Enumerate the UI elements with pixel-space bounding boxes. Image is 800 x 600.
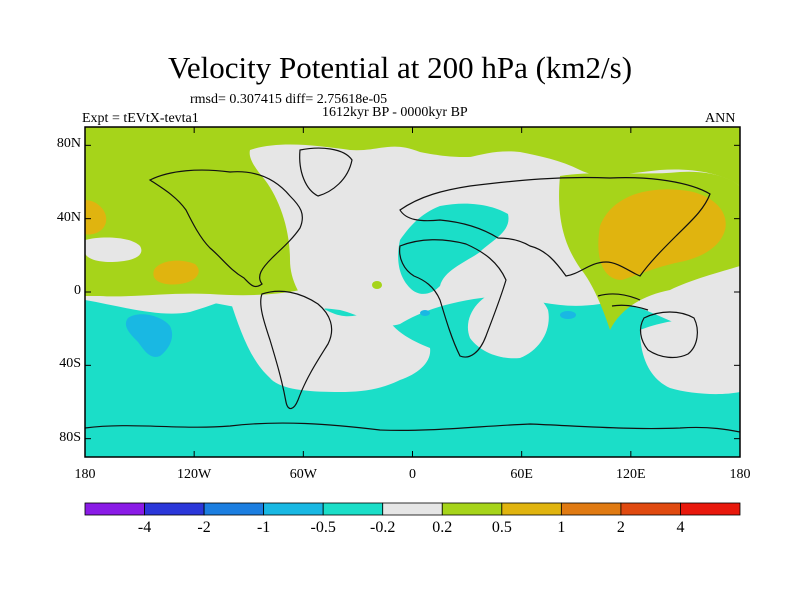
field-neutral-africa: [467, 288, 549, 359]
coast-greenland: [299, 147, 353, 197]
axis-ticks: [84, 127, 741, 457]
colorbar-label: 4: [676, 519, 685, 536]
experiment-label: Expt = tEVtX-tevta1: [82, 111, 199, 126]
coastlines: [85, 147, 740, 433]
colorbar-label: -2: [197, 519, 211, 536]
lon-tick-label: 120W: [177, 467, 212, 482]
lat-tick-label: 80S: [59, 429, 81, 445]
field-strong-positive-asia: [598, 189, 726, 280]
coast-australia: [639, 311, 698, 359]
colorbar-swatch: [560, 502, 622, 516]
field-negative-africa: [398, 203, 509, 294]
lon-tick-label: 60W: [289, 467, 317, 482]
colorbar-label: 2: [616, 519, 625, 536]
field-strong-negative-atlantic: [420, 310, 430, 316]
lon-tick-label: 180: [74, 467, 96, 482]
coast-africa: [399, 239, 507, 358]
field-neutral-east-pacific: [85, 237, 142, 262]
colorbar-swatch: [620, 502, 681, 516]
field-negative-southern-band: [85, 295, 740, 457]
colorbar-swatch: [144, 502, 205, 516]
lon-tick-label: 120E: [616, 467, 646, 482]
colorbar-swatch: [680, 502, 741, 516]
field-strong-positive-pacific: [153, 260, 199, 285]
stats-label: rmsd= 0.307415 diff= 2.75618e-05: [190, 92, 388, 107]
lon-tick-label: 0: [409, 467, 416, 482]
colorbar-label: 0.2: [432, 519, 453, 536]
field-neutral-arctic: [249, 144, 575, 318]
lat-tick-label: 40N: [56, 209, 81, 225]
field-positive-atlantic-dot: [372, 281, 382, 289]
colorbar-swatch: [322, 502, 384, 516]
coast-indonesia: [597, 293, 649, 311]
coast-north-america: [148, 169, 303, 288]
field-positive-north-america: [85, 127, 740, 297]
colorbar-label: -0.5: [310, 519, 336, 536]
colorbar-swatch: [263, 502, 324, 516]
season-label: ANN: [705, 111, 736, 126]
lon-tick-label: 60E: [510, 467, 533, 482]
field-neutral-south-america: [230, 295, 431, 392]
colorbar-label: -4: [137, 519, 152, 536]
colorbar-swatch: [382, 502, 443, 516]
colorbar-swatch: [84, 502, 145, 516]
field-strong-positive-dateline: [85, 200, 107, 235]
field-neutral-pacific: [85, 292, 250, 314]
coast-antarctica: [85, 422, 740, 433]
colorbar-label: 0.5: [491, 519, 512, 536]
colorbar-label: -0.2: [370, 519, 396, 536]
colorbar-label: 1: [557, 519, 566, 536]
colorbar: [84, 502, 741, 516]
colorbar-swatch: [203, 502, 265, 516]
field-strong-negative-indian: [560, 311, 576, 319]
coast-south-america: [260, 290, 333, 410]
field-strong-negative-south-pacific: [125, 314, 173, 357]
period-label: 1612kyr BP - 0000kyr BP: [322, 105, 468, 120]
colorbar-swatch: [441, 502, 503, 516]
lon-tick-label: 180: [729, 467, 751, 482]
chart-title: Velocity Potential at 200 hPa (km2/s): [167, 50, 633, 85]
field-neutral-australia: [640, 318, 740, 395]
contour-field: [85, 127, 740, 457]
colorbar-label: -1: [256, 519, 271, 536]
lat-tick-label: 40S: [59, 356, 81, 372]
colorbar-swatch: [501, 502, 562, 516]
lat-tick-label: 80N: [56, 136, 81, 152]
lat-tick-label: 0: [74, 283, 81, 298]
coast-europe-asia: [399, 176, 711, 277]
